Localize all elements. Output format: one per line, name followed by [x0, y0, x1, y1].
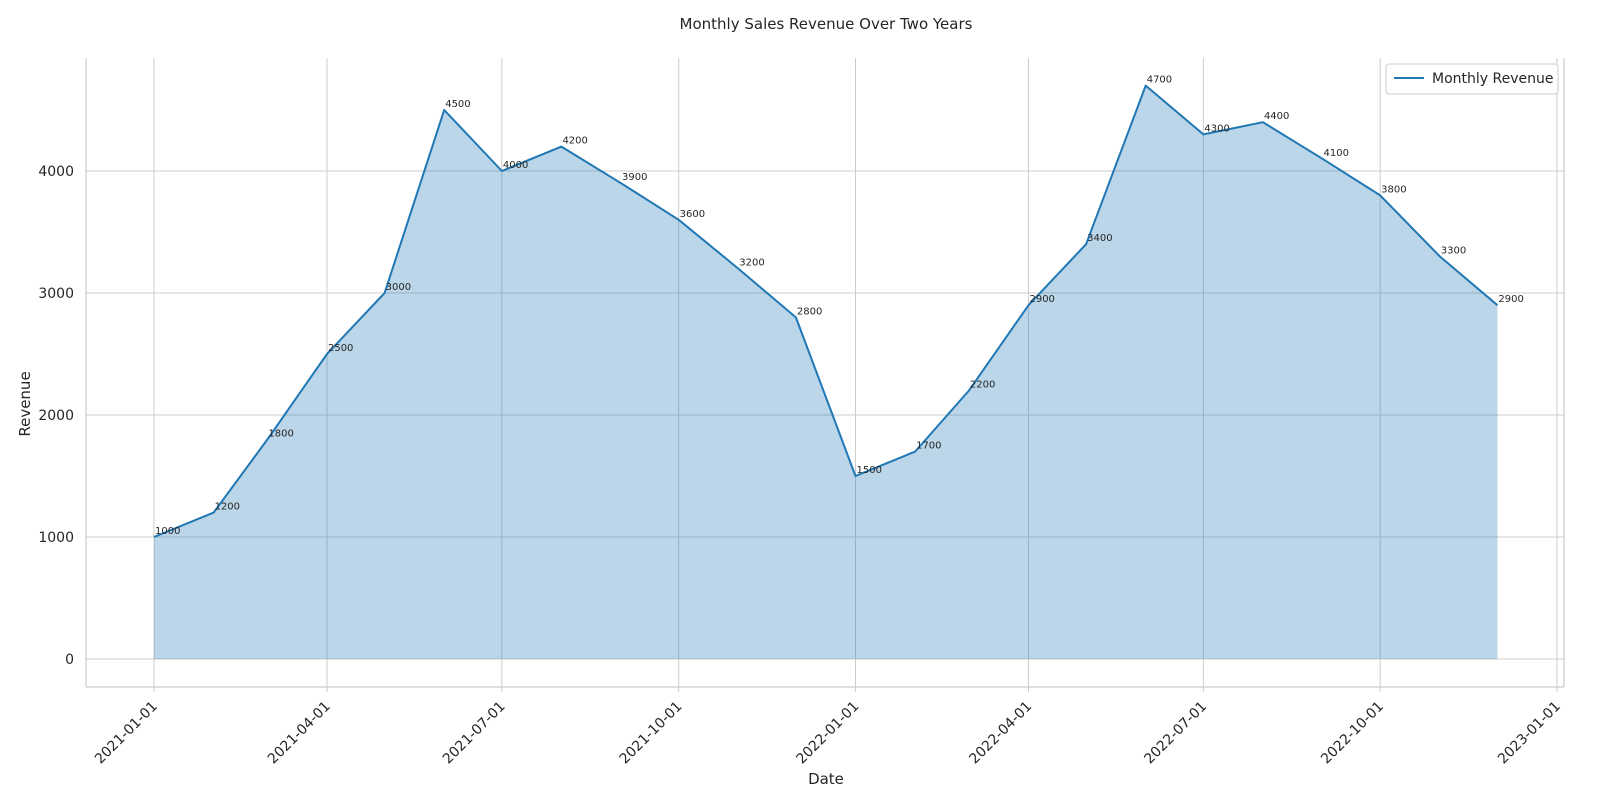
data-label: 2200 [970, 380, 995, 391]
legend-label: Monthly Revenue [1432, 71, 1553, 87]
data-label: 3400 [1087, 233, 1112, 244]
chart-title: Monthly Sales Revenue Over Two Years [680, 15, 973, 33]
data-label: 4500 [445, 99, 470, 110]
x-tick-label: 2023-01-01 [1495, 699, 1564, 768]
y-axis-label: Revenue [16, 371, 34, 436]
data-label: 3900 [622, 172, 647, 183]
data-label: 2900 [1498, 294, 1523, 305]
data-label: 3300 [1441, 245, 1466, 256]
data-label: 1000 [155, 526, 180, 537]
data-labels: 1000 1200 1800 2500 3000 4500 4000 4200 3900 3600… [155, 75, 1524, 537]
data-label: 3000 [386, 282, 411, 293]
data-label: 4400 [1264, 111, 1289, 122]
y-tick-label: 2000 [38, 408, 74, 424]
y-tick-label: 3000 [38, 286, 74, 302]
y-axis-ticks: 0 1000 2000 3000 4000 [38, 164, 74, 668]
data-label: 4700 [1147, 75, 1172, 86]
legend-box [1385, 63, 1559, 95]
x-tick-label: 2022-04-01 [966, 699, 1035, 768]
grid [86, 58, 1564, 687]
data-label: 4300 [1204, 123, 1229, 134]
y-tick-label: 1000 [38, 530, 74, 546]
x-tick-label: 2021-04-01 [265, 699, 334, 768]
data-label: 3800 [1381, 184, 1406, 195]
data-label: 2500 [328, 343, 353, 354]
data-label: 4200 [562, 136, 587, 147]
y-tick-label: 4000 [38, 164, 74, 180]
revenue-line [153, 84, 1499, 538]
data-label: 1800 [268, 428, 293, 439]
revenue-area-fill [154, 85, 1498, 660]
axes-frame [85, 58, 1565, 688]
data-label: 3600 [680, 209, 705, 220]
data-label: 1200 [215, 502, 240, 513]
x-tick-label: 2022-07-01 [1141, 699, 1210, 768]
data-label: 1700 [916, 441, 941, 452]
x-tick-label: 2022-01-01 [793, 699, 862, 768]
data-label: 3200 [739, 258, 764, 269]
data-label: 2900 [1029, 294, 1054, 305]
data-label: 4000 [503, 160, 528, 171]
area-layer [153, 84, 1499, 660]
x-tick-label: 2022-10-01 [1318, 699, 1387, 768]
data-label: 2800 [797, 306, 822, 317]
x-tick-label: 2021-10-01 [617, 699, 686, 768]
x-axis-ticks: 2021-01-01 2021-04-01 2021-07-01 2021-10-01… [92, 687, 1564, 767]
legend: Monthly Revenue [1385, 63, 1559, 95]
x-tick-label: 2021-01-01 [92, 699, 161, 768]
data-label: 4100 [1324, 148, 1349, 159]
data-label: 1500 [857, 465, 882, 476]
y-tick-label: 0 [65, 652, 74, 668]
x-tick-label: 2021-07-01 [440, 699, 509, 768]
x-axis-label: Date [808, 770, 844, 788]
